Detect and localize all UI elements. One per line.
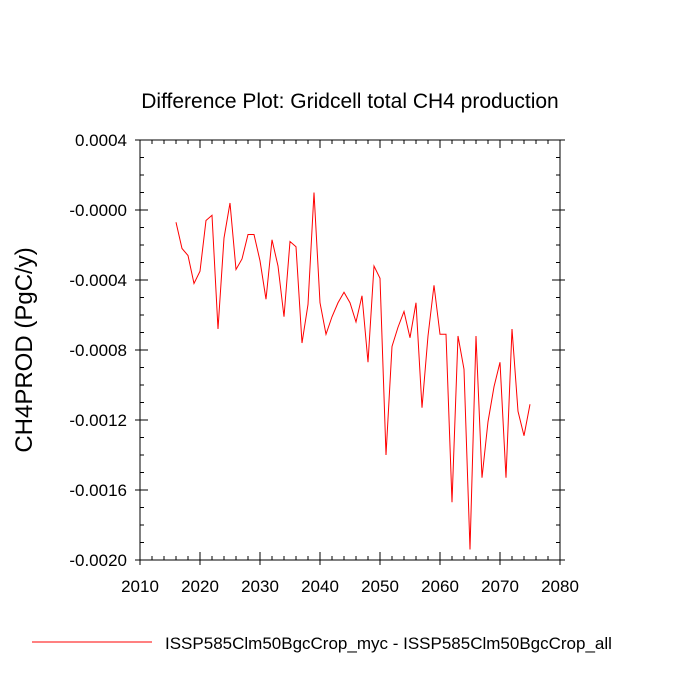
chart-title: Difference Plot: Gridcell total CH4 prod… bbox=[141, 90, 558, 113]
x-tick-label: 2080 bbox=[541, 577, 579, 596]
y-axis-label: CH4PROD (PgC/y) bbox=[11, 247, 38, 452]
series-group bbox=[175, 192, 531, 550]
y-tick-label: -0.0004 bbox=[69, 271, 127, 290]
y-tick-label: -0.0012 bbox=[69, 411, 127, 430]
y-tick-labels: 0.0004 -0.0000 -0.0004 -0.0008 -0.0012 -0.001… bbox=[69, 131, 127, 570]
plot-frame bbox=[139, 139, 561, 561]
y-tick-label: 0.0004 bbox=[75, 131, 127, 150]
y-tick-label: -0.0000 bbox=[69, 201, 127, 220]
x-tick-labels: 2010 2020 2030 2040 2050 2060 2070 2080 bbox=[121, 577, 579, 596]
axis-ticks bbox=[135, 139, 565, 565]
legend-label: ISSP585Clm50BgcCrop_myc - ISSP585Clm50Bg… bbox=[165, 634, 612, 653]
x-tick-label: 2020 bbox=[181, 577, 219, 596]
x-tick-label: 2070 bbox=[481, 577, 519, 596]
x-tick-label: 2050 bbox=[361, 577, 399, 596]
y-tick-label: -0.0016 bbox=[69, 481, 127, 500]
y-tick-label: -0.0020 bbox=[69, 551, 127, 570]
x-tick-label: 2030 bbox=[241, 577, 279, 596]
series-line-0 bbox=[175, 192, 531, 550]
y-tick-label: -0.0008 bbox=[69, 341, 127, 360]
x-tick-label: 2010 bbox=[121, 577, 159, 596]
x-tick-label: 2060 bbox=[421, 577, 459, 596]
x-tick-label: 2040 bbox=[301, 577, 339, 596]
